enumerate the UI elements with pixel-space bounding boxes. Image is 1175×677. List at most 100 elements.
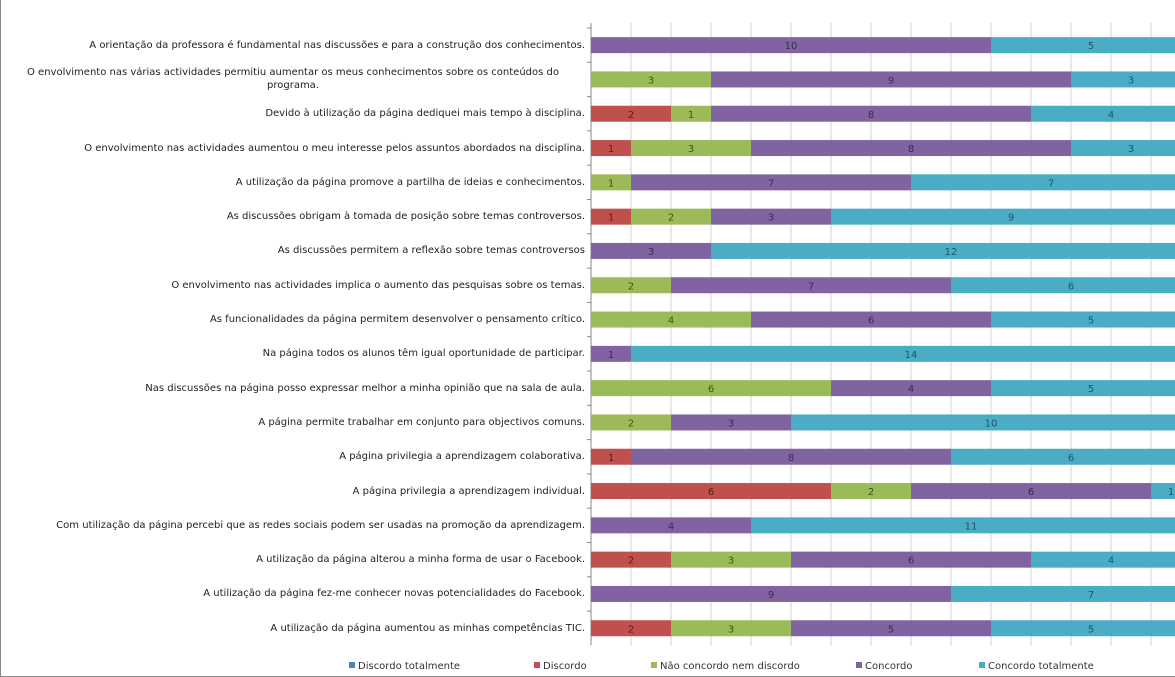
data-label: 6 <box>908 556 914 567</box>
bar-segment <box>671 414 791 431</box>
category-label: O envolvimento nas várias actividades pe… <box>1 62 585 96</box>
category-text: A utilização da página alterou a minha f… <box>256 554 585 566</box>
data-label: 8 <box>908 144 914 155</box>
bar-segment <box>591 380 831 397</box>
bar-segment <box>911 174 1175 191</box>
bar-segment <box>911 483 1151 500</box>
data-label: 1 <box>608 213 614 224</box>
category-text: A página privilegia a aprendizagem indiv… <box>352 485 585 497</box>
bar-segment <box>1071 140 1175 157</box>
bar-segment <box>591 551 671 568</box>
bar-segment <box>671 551 791 568</box>
category-label: As discussões permitem a reflexão sobre … <box>1 234 585 268</box>
data-label: 1 <box>1168 487 1174 498</box>
data-label: 2 <box>868 487 874 498</box>
data-label: 5 <box>888 624 894 635</box>
bar-segment <box>591 483 831 500</box>
data-label: 6 <box>708 487 714 498</box>
data-label: 1 <box>608 350 614 361</box>
data-label: 5 <box>1088 316 1094 327</box>
category-label: As discussões obrigam à tomada de posiçã… <box>1 200 585 234</box>
data-label: 9 <box>1008 213 1014 224</box>
legend-swatch <box>979 662 985 668</box>
bar-segment <box>711 242 1175 259</box>
bar-segment <box>951 448 1175 465</box>
data-label: 9 <box>768 590 774 601</box>
category-label: A página privilegia a aprendizagem colab… <box>1 440 585 474</box>
bar-segment <box>631 448 951 465</box>
data-label: 4 <box>668 521 674 532</box>
legend-swatch <box>349 662 355 668</box>
legend-label: Discordo totalmente <box>358 661 460 672</box>
bar-segment <box>831 483 911 500</box>
category-label: A página privilegia a aprendizagem indiv… <box>1 474 585 508</box>
bar-segment <box>671 105 711 122</box>
data-label: 6 <box>1028 487 1034 498</box>
bar-segment <box>591 242 711 259</box>
category-label: A página permite trabalhar em conjunto p… <box>1 405 585 439</box>
data-label: 8 <box>868 110 874 121</box>
data-label: 5 <box>1088 41 1094 52</box>
data-label: 3 <box>688 144 694 155</box>
bar-segment <box>591 620 671 637</box>
data-label: 4 <box>1108 556 1114 567</box>
data-label: 2 <box>628 281 634 292</box>
legend-label: Concordo totalmente <box>988 661 1094 672</box>
data-label: 2 <box>668 213 674 224</box>
category-label: O envolvimento nas actividades implica o… <box>1 268 585 302</box>
data-label: 12 <box>945 247 958 258</box>
bar-segment <box>791 620 991 637</box>
data-label: 1 <box>608 453 614 464</box>
bar-segment <box>751 517 1175 534</box>
category-text: O envolvimento nas várias actividades pe… <box>27 67 559 92</box>
bar-segment <box>591 105 671 122</box>
bar-segment <box>991 620 1175 637</box>
data-label: 10 <box>785 41 798 52</box>
category-text: As discussões permitem a reflexão sobre … <box>277 245 585 257</box>
bar-segment <box>991 311 1175 328</box>
data-label: 3 <box>648 75 654 86</box>
data-label: 5 <box>1088 384 1094 395</box>
bar-segment <box>1031 105 1175 122</box>
category-label: O envolvimento nas actividades aumentou … <box>1 131 585 165</box>
bar-segment <box>751 140 1071 157</box>
category-label: As funcionalidades da página permitem de… <box>1 303 585 337</box>
bar-segment <box>951 585 1175 602</box>
data-label: 7 <box>808 281 814 292</box>
bar-segment <box>591 414 671 431</box>
bar-segment <box>671 277 951 294</box>
category-label: Nas discussões na página posso expressar… <box>1 371 585 405</box>
category-text: A orientação da professora é fundamental… <box>89 39 585 51</box>
data-label: 14 <box>905 350 918 361</box>
data-label: 3 <box>728 624 734 635</box>
bar-segment <box>591 311 751 328</box>
data-label: 1 <box>688 110 694 121</box>
category-text: A página permite trabalhar em conjunto p… <box>258 416 585 428</box>
data-label: 6 <box>708 384 714 395</box>
bar-segment <box>591 585 951 602</box>
bar-segment <box>1031 551 1175 568</box>
data-label: 8 <box>788 453 794 464</box>
bar-segment <box>591 208 631 225</box>
category-text: A utilização da página promove a partilh… <box>235 176 585 188</box>
data-label: 11 <box>965 521 978 532</box>
bar-segment <box>591 277 671 294</box>
data-label: 6 <box>1068 453 1074 464</box>
legend-label: Não concordo nem discordo <box>660 661 800 672</box>
data-label: 2 <box>628 624 634 635</box>
category-label: A utilização da página promove a partilh… <box>1 165 585 199</box>
category-text: Na página todos os alunos têm igual opor… <box>262 348 585 360</box>
bar-segment <box>591 345 631 362</box>
bar-segment <box>631 208 711 225</box>
bar-segment <box>591 71 711 88</box>
category-text: O envolvimento nas actividades aumentou … <box>84 142 585 154</box>
data-label: 1 <box>608 144 614 155</box>
bar-segment <box>711 105 1031 122</box>
bar-segment <box>831 380 991 397</box>
category-label: A orientação da professora é fundamental… <box>1 28 585 62</box>
legend-label: Discordo <box>543 661 587 672</box>
bar-segment <box>591 140 631 157</box>
category-label: A utilização da página fez-me conhecer n… <box>1 577 585 611</box>
data-label: 4 <box>1108 110 1114 121</box>
data-label: 3 <box>768 213 774 224</box>
